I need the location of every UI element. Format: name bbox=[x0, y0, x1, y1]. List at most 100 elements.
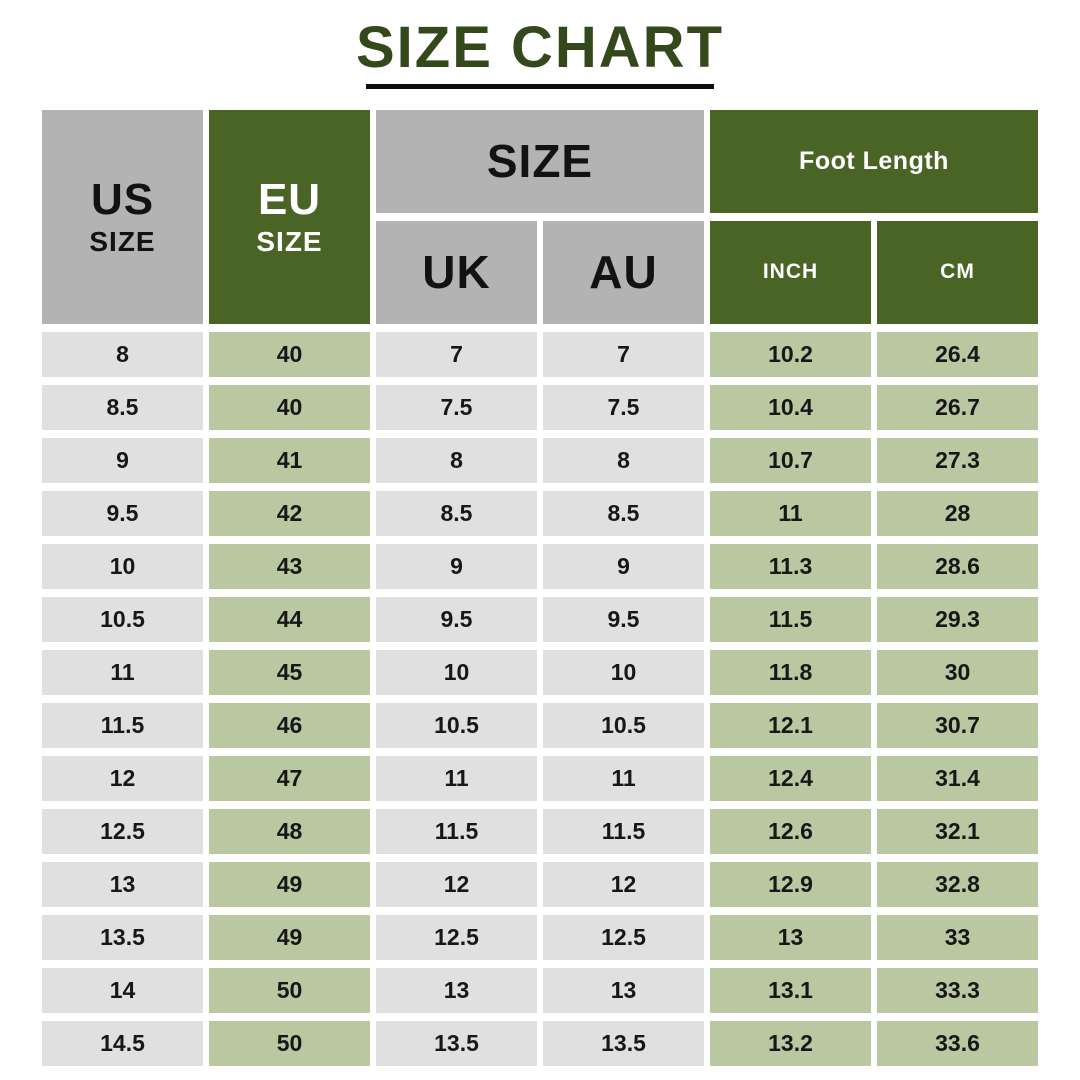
table-cell-uk: 9 bbox=[376, 543, 537, 589]
table-cell-uk: 10.5 bbox=[376, 702, 537, 748]
table-cell-us: 12.5 bbox=[42, 808, 203, 854]
header-group-size: SIZE bbox=[376, 109, 704, 213]
table-cell-inch: 13.1 bbox=[710, 967, 871, 1013]
table-cell-uk: 7 bbox=[376, 331, 537, 377]
table-cell-inch: 13 bbox=[710, 914, 871, 960]
title-underline bbox=[366, 83, 714, 89]
table-cell-eu: 50 bbox=[209, 1020, 370, 1066]
table-cell-eu: 50 bbox=[209, 967, 370, 1013]
table-cell-eu: 47 bbox=[209, 755, 370, 801]
table-cell-us: 12 bbox=[42, 755, 203, 801]
table-cell-au: 13.5 bbox=[543, 1020, 704, 1066]
table-cell-cm: 26.7 bbox=[877, 384, 1038, 430]
table-cell-cm: 26.4 bbox=[877, 331, 1038, 377]
table-cell-us: 14.5 bbox=[42, 1020, 203, 1066]
table-cell-au: 9 bbox=[543, 543, 704, 589]
page-title: SIZE CHART bbox=[356, 15, 724, 80]
header-cm: CM bbox=[877, 220, 1038, 324]
table-cell-eu: 42 bbox=[209, 490, 370, 536]
table-cell-au: 8.5 bbox=[543, 490, 704, 536]
table-cell-inch: 10.4 bbox=[710, 384, 871, 430]
table-cell-us: 10.5 bbox=[42, 596, 203, 642]
header-us-size: US SIZE bbox=[42, 109, 203, 324]
table-cell-inch: 11.8 bbox=[710, 649, 871, 695]
table-cell-cm: 28.6 bbox=[877, 543, 1038, 589]
table-cell-cm: 33 bbox=[877, 914, 1038, 960]
table-cell-inch: 11.5 bbox=[710, 596, 871, 642]
header-eu-line1: EU bbox=[257, 174, 322, 224]
header-eu-size: EU SIZE bbox=[209, 109, 370, 324]
header-uk: UK bbox=[376, 220, 537, 324]
table-cell-us: 9 bbox=[42, 437, 203, 483]
table-cell-us: 8.5 bbox=[42, 384, 203, 430]
header-us-line1: US bbox=[90, 174, 155, 224]
table-cell-us: 11.5 bbox=[42, 702, 203, 748]
table-cell-au: 10.5 bbox=[543, 702, 704, 748]
table-cell-inch: 13.2 bbox=[710, 1020, 871, 1066]
table-cell-eu: 41 bbox=[209, 437, 370, 483]
table-cell-au: 11.5 bbox=[543, 808, 704, 854]
table-cell-au: 11 bbox=[543, 755, 704, 801]
table-cell-us: 8 bbox=[42, 331, 203, 377]
header-group-foot-length: Foot Length bbox=[710, 109, 1038, 213]
table-cell-uk: 12.5 bbox=[376, 914, 537, 960]
table-cell-uk: 11.5 bbox=[376, 808, 537, 854]
table-cell-eu: 44 bbox=[209, 596, 370, 642]
table-cell-cm: 32.1 bbox=[877, 808, 1038, 854]
table-cell-cm: 33.6 bbox=[877, 1020, 1038, 1066]
table-cell-au: 7.5 bbox=[543, 384, 704, 430]
title-section: SIZE CHART bbox=[0, 0, 1080, 89]
table-cell-cm: 30.7 bbox=[877, 702, 1038, 748]
table-cell-inch: 12.6 bbox=[710, 808, 871, 854]
table-cell-inch: 11.3 bbox=[710, 543, 871, 589]
table-cell-us: 13 bbox=[42, 861, 203, 907]
table-cell-eu: 46 bbox=[209, 702, 370, 748]
table-cell-eu: 49 bbox=[209, 861, 370, 907]
table-cell-au: 12 bbox=[543, 861, 704, 907]
table-cell-us: 14 bbox=[42, 967, 203, 1013]
header-inch: INCH bbox=[710, 220, 871, 324]
table-cell-cm: 30 bbox=[877, 649, 1038, 695]
header-us-line2: SIZE bbox=[89, 225, 156, 257]
table-cell-eu: 48 bbox=[209, 808, 370, 854]
size-chart-table: US SIZE EU SIZE SIZE Foot Length UK AU I… bbox=[42, 109, 1038, 1066]
table-cell-uk: 10 bbox=[376, 649, 537, 695]
table-cell-cm: 32.8 bbox=[877, 861, 1038, 907]
table-cell-au: 8 bbox=[543, 437, 704, 483]
table-cell-eu: 43 bbox=[209, 543, 370, 589]
table-cell-cm: 28 bbox=[877, 490, 1038, 536]
table-cell-us: 11 bbox=[42, 649, 203, 695]
table-cell-au: 12.5 bbox=[543, 914, 704, 960]
table-cell-cm: 29.3 bbox=[877, 596, 1038, 642]
table-cell-uk: 8.5 bbox=[376, 490, 537, 536]
table-cell-eu: 45 bbox=[209, 649, 370, 695]
header-au: AU bbox=[543, 220, 704, 324]
table-cell-eu: 49 bbox=[209, 914, 370, 960]
table-cell-eu: 40 bbox=[209, 384, 370, 430]
table-cell-us: 9.5 bbox=[42, 490, 203, 536]
table-cell-uk: 12 bbox=[376, 861, 537, 907]
table-cell-inch: 12.9 bbox=[710, 861, 871, 907]
table-cell-cm: 33.3 bbox=[877, 967, 1038, 1013]
table-cell-inch: 12.4 bbox=[710, 755, 871, 801]
table-cell-uk: 13.5 bbox=[376, 1020, 537, 1066]
table-cell-eu: 40 bbox=[209, 331, 370, 377]
header-eu-line2: SIZE bbox=[256, 225, 323, 257]
table-cell-uk: 11 bbox=[376, 755, 537, 801]
table-cell-cm: 27.3 bbox=[877, 437, 1038, 483]
table-cell-au: 13 bbox=[543, 967, 704, 1013]
table-cell-cm: 31.4 bbox=[877, 755, 1038, 801]
table-cell-uk: 13 bbox=[376, 967, 537, 1013]
table-cell-us: 10 bbox=[42, 543, 203, 589]
table-cell-au: 9.5 bbox=[543, 596, 704, 642]
table-cell-inch: 11 bbox=[710, 490, 871, 536]
table-cell-uk: 8 bbox=[376, 437, 537, 483]
table-cell-au: 10 bbox=[543, 649, 704, 695]
table-cell-inch: 10.7 bbox=[710, 437, 871, 483]
table-cell-uk: 7.5 bbox=[376, 384, 537, 430]
table-cell-us: 13.5 bbox=[42, 914, 203, 960]
table-cell-inch: 12.1 bbox=[710, 702, 871, 748]
table-cell-uk: 9.5 bbox=[376, 596, 537, 642]
table-cell-au: 7 bbox=[543, 331, 704, 377]
